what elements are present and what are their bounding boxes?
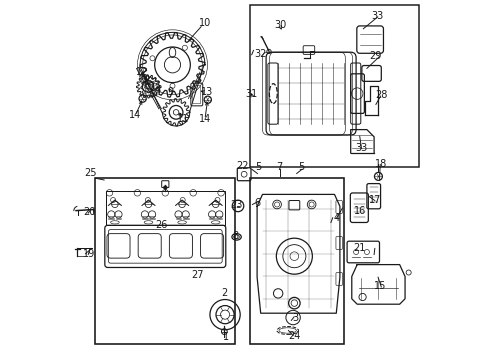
- Text: 1: 1: [223, 332, 229, 342]
- Text: 19: 19: [82, 249, 95, 259]
- Text: 22: 22: [236, 161, 248, 171]
- Text: 5: 5: [255, 162, 261, 172]
- Text: 18: 18: [374, 159, 386, 169]
- Text: 17: 17: [368, 195, 380, 205]
- Text: 12: 12: [136, 67, 148, 77]
- Text: 25: 25: [84, 168, 97, 178]
- Text: 15: 15: [374, 281, 386, 291]
- Text: 2: 2: [221, 288, 227, 298]
- Text: 11: 11: [177, 114, 189, 124]
- Text: 29: 29: [369, 51, 381, 61]
- Text: 32: 32: [254, 49, 266, 59]
- Text: 8: 8: [232, 231, 239, 241]
- Text: 5: 5: [298, 162, 304, 172]
- Text: 16: 16: [353, 206, 365, 216]
- Text: 14: 14: [128, 110, 141, 120]
- Bar: [249, 5, 418, 167]
- Text: 31: 31: [245, 89, 257, 99]
- Text: 7: 7: [276, 162, 283, 172]
- Text: 13: 13: [200, 87, 212, 97]
- Bar: [249, 178, 343, 344]
- Circle shape: [163, 186, 166, 189]
- Bar: [95, 178, 235, 344]
- Text: 6: 6: [254, 198, 260, 208]
- Text: 14: 14: [198, 114, 211, 124]
- Text: 4: 4: [332, 213, 339, 223]
- Text: 30: 30: [274, 20, 286, 30]
- Bar: [106, 191, 224, 225]
- Text: 28: 28: [374, 90, 386, 100]
- Text: 26: 26: [155, 220, 167, 230]
- Text: 24: 24: [287, 330, 300, 341]
- Text: 10: 10: [198, 18, 211, 28]
- Text: 21: 21: [353, 243, 365, 253]
- Text: 20: 20: [82, 207, 95, 217]
- Text: 27: 27: [191, 270, 203, 280]
- Text: 23: 23: [230, 200, 242, 210]
- Text: 33: 33: [371, 11, 383, 21]
- Text: 3: 3: [291, 312, 297, 323]
- Text: 9: 9: [167, 87, 173, 97]
- Text: 33: 33: [355, 143, 367, 153]
